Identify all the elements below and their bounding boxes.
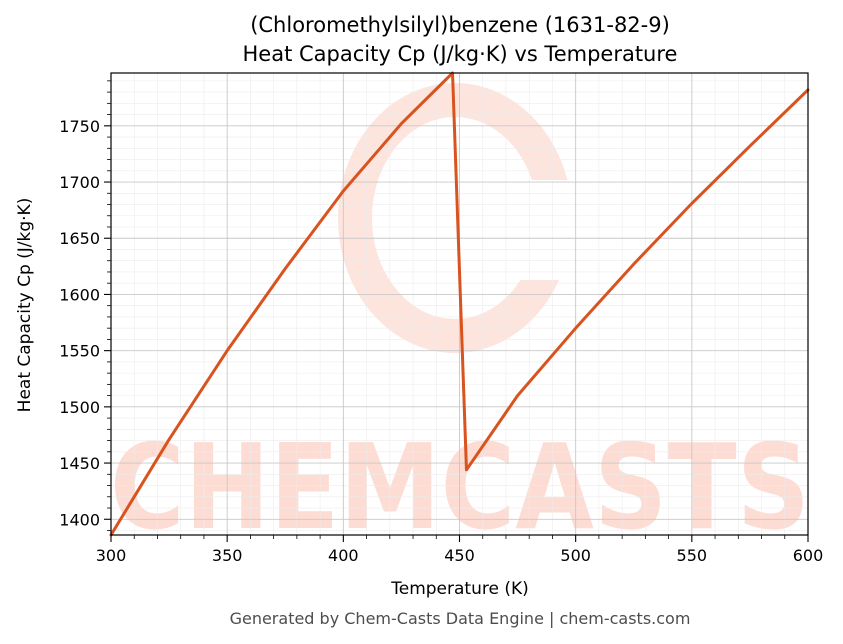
footer-credit: Generated by Chem-Casts Data Engine | ch… (230, 609, 691, 628)
series-line (109, 71, 810, 537)
series-group (109, 71, 810, 537)
chart-subtitle: Heat Capacity Cp (J/kg·K) vs Temperature (243, 42, 678, 66)
y-tick-label: 1500 (59, 398, 100, 417)
x-tick-label: 450 (444, 546, 475, 565)
x-tick-label: 600 (793, 546, 824, 565)
x-tick-label: 500 (560, 546, 591, 565)
x-axis-label: Temperature (K) (390, 579, 529, 599)
y-tick-label: 1600 (59, 285, 100, 304)
watermark: CHEMCASTS (110, 83, 810, 556)
y-tick-label: 1700 (59, 173, 100, 192)
y-tick-label: 1550 (59, 342, 100, 361)
x-tick-label: 350 (212, 546, 243, 565)
y-axis-label: Heat Capacity Cp (J/kg·K) (15, 198, 35, 413)
x-tick-label: 400 (328, 546, 359, 565)
y-tick-label: 1400 (59, 510, 100, 529)
chart-title: (Chloromethylsilyl)benzene (1631-82-9) (250, 13, 670, 37)
x-tick-label: 550 (677, 546, 708, 565)
x-axis-ticks: 300 350 400 450 500 550 600 (96, 535, 824, 565)
x-tick-label: 300 (96, 546, 127, 565)
watermark-logo-icon (338, 83, 590, 353)
watermark-text: CHEMCASTS (110, 418, 810, 556)
y-tick-label: 1450 (59, 454, 100, 473)
y-tick-label: 1650 (59, 229, 100, 248)
y-axis-ticks: 1400 1450 1500 1550 1600 1650 1700 1750 (59, 80, 111, 531)
y-tick-label: 1750 (59, 117, 100, 136)
